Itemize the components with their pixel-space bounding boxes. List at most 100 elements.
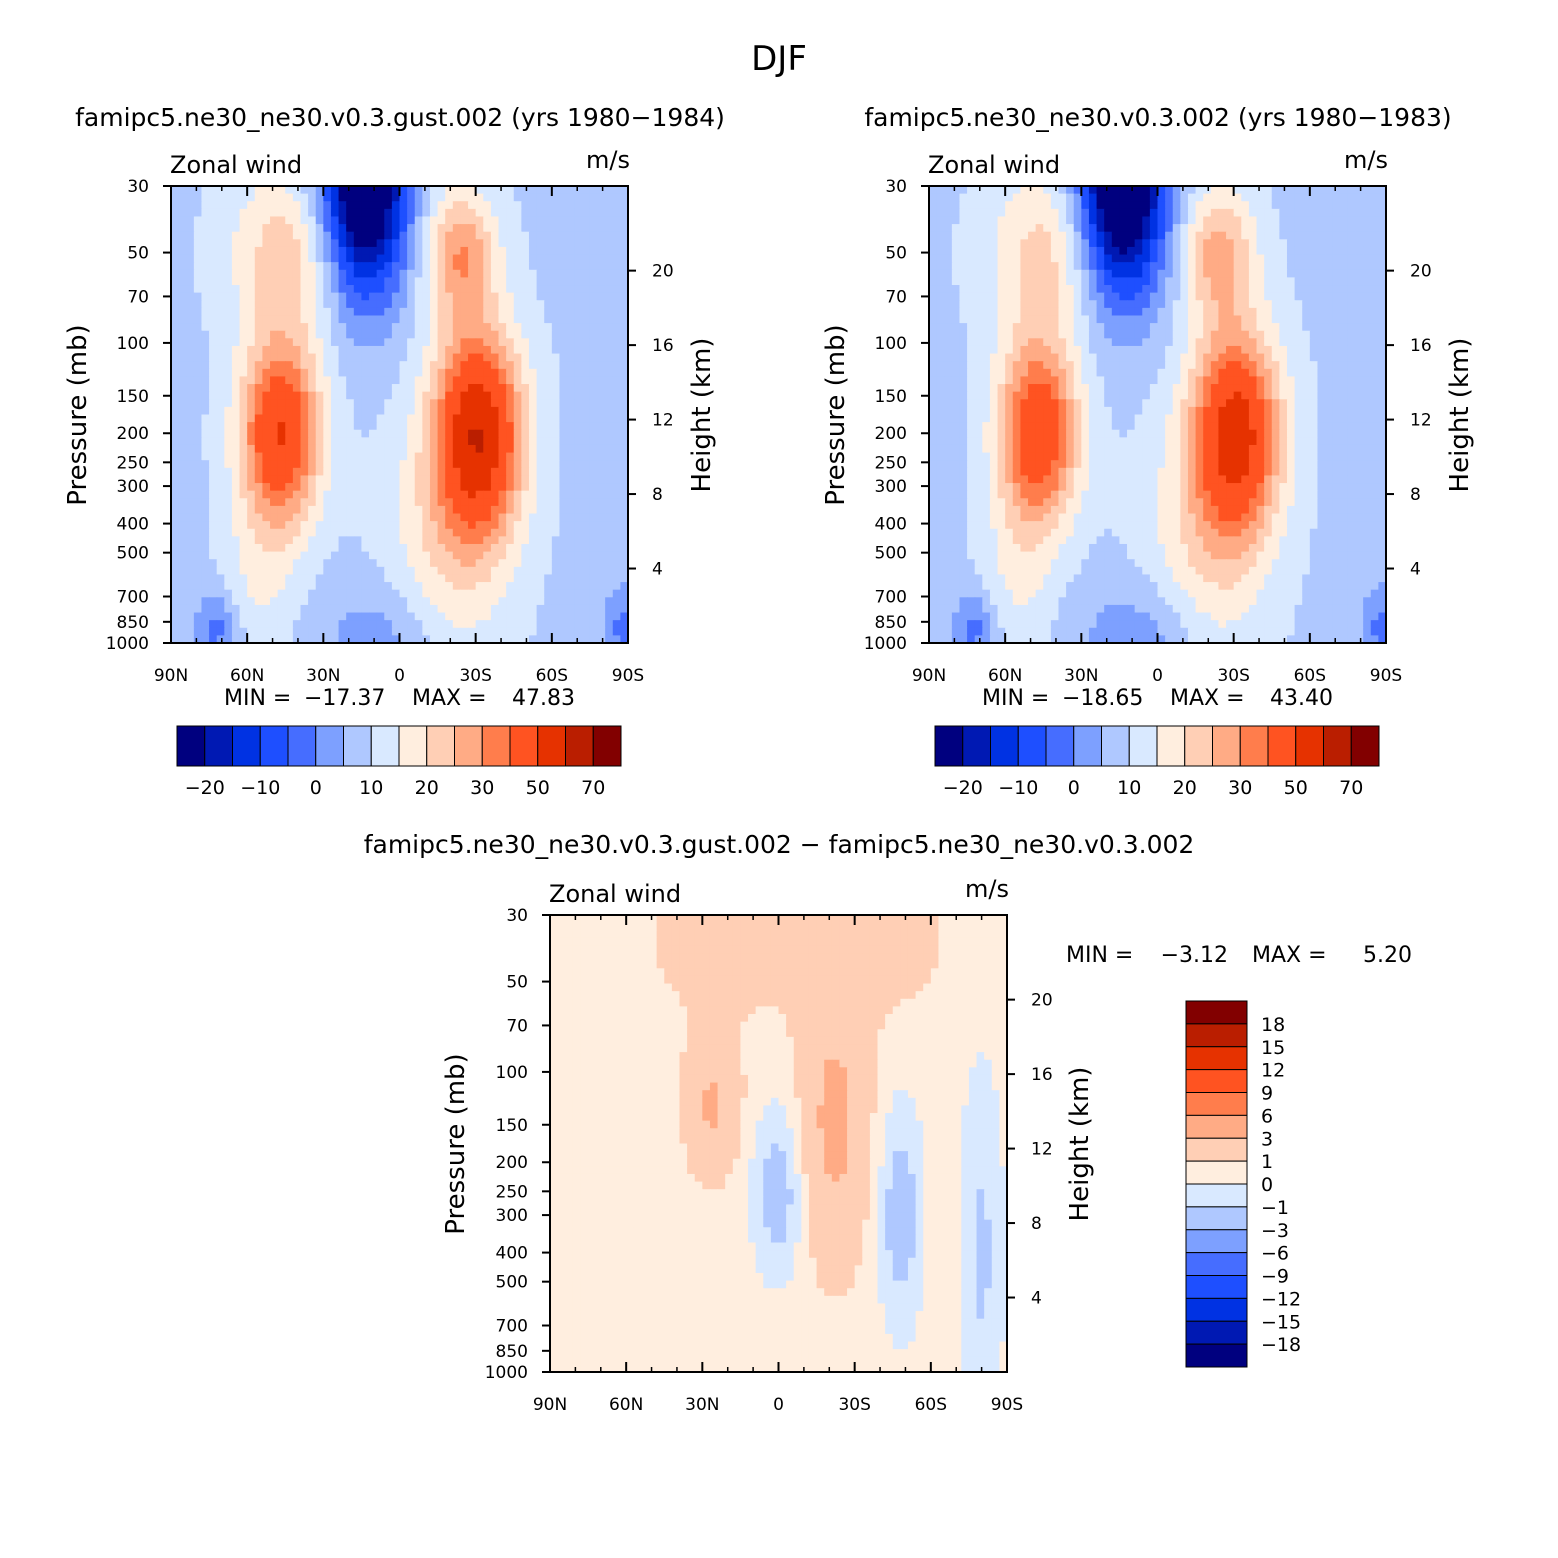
field-cell [231,460,241,469]
field-cell [178,224,187,233]
field-cell [178,429,187,438]
field-cell [254,582,263,591]
field-cell [254,330,263,339]
field-cell [315,277,324,286]
field-cell [422,460,431,469]
field-cell [437,323,446,332]
field-cell [597,239,606,248]
field-cell [944,231,953,240]
field-cell [201,361,210,370]
field-cell [346,224,355,233]
field-cell [171,406,180,416]
field-cell [178,543,187,553]
field-cell [277,612,286,621]
field-cell [612,604,621,614]
field-cell [1142,292,1151,301]
field-cell [224,536,233,545]
field-cell [330,193,340,202]
field-cell [422,582,431,591]
field-cell [567,216,576,225]
field-cell [1378,277,1387,286]
field-cell [1172,246,1181,256]
field-cell [1028,330,1037,339]
field-cell [460,246,469,256]
field-cell [422,246,431,256]
field-cell [1279,216,1288,225]
field-cell [1165,277,1174,286]
field-cell [369,246,378,256]
field-cell [323,384,332,393]
field-cell [376,376,385,385]
field-cell [437,361,446,370]
field-cell [239,597,248,606]
field-cell [353,429,363,438]
field-cell [521,513,530,522]
field-cell [475,574,484,583]
field-cell [574,406,583,416]
field-cell [468,246,477,256]
field-cell [1317,246,1326,256]
field-cell [193,627,203,636]
field-cell [178,406,187,416]
field-cell [544,300,553,309]
field-cell [292,521,302,530]
field-cell [475,505,484,515]
field-cell [399,597,408,606]
field-cell [513,490,522,499]
field-cell [974,323,983,332]
field-cell [1264,285,1273,294]
field-cell [247,627,256,636]
field-cell [178,384,187,393]
field-cell [201,513,210,522]
field-cell [513,186,522,195]
field-cell [1286,277,1296,286]
field-cell [528,429,538,438]
field-cell [498,589,507,598]
field-cell [171,361,180,370]
field-cell [178,589,187,598]
field-cell [997,345,1006,355]
field-cell [1210,262,1220,271]
field-cell [216,323,225,332]
field-cell [445,399,454,408]
field-cell [582,543,591,553]
field-cell [605,285,614,294]
field-cell [262,368,271,378]
field-cell [315,239,324,248]
field-cell [445,498,454,507]
field-cell [559,460,568,469]
field-cell [193,483,203,492]
field-cell [1363,338,1372,347]
field-cell [361,505,370,515]
field-cell [498,543,507,553]
field-cell [209,345,218,355]
field-cell [254,262,263,271]
field-cell [186,262,195,271]
field-cell [506,574,515,583]
field-cell [528,231,538,240]
field-cell [270,330,279,339]
field-cell [620,452,629,461]
field-cell [193,543,203,553]
field-cell [178,551,187,560]
field-cell [597,444,606,454]
field-cell [353,376,363,385]
field-cell [247,475,256,484]
field-cell [1286,231,1296,240]
field-cell [959,246,968,256]
field-cell [1012,193,1021,202]
field-cell [1370,186,1379,195]
field-cell [262,444,271,454]
field-cell [483,467,492,477]
field-cell [551,338,561,347]
field-cell [216,604,225,614]
field-cell [186,505,195,515]
field-cell [353,559,363,568]
field-cell [247,597,256,606]
field-cell [445,513,454,522]
field-cell [1340,224,1349,233]
field-cell [1020,231,1029,240]
field-cell [369,300,378,309]
field-cell [270,460,279,469]
field-cell [1203,277,1212,286]
